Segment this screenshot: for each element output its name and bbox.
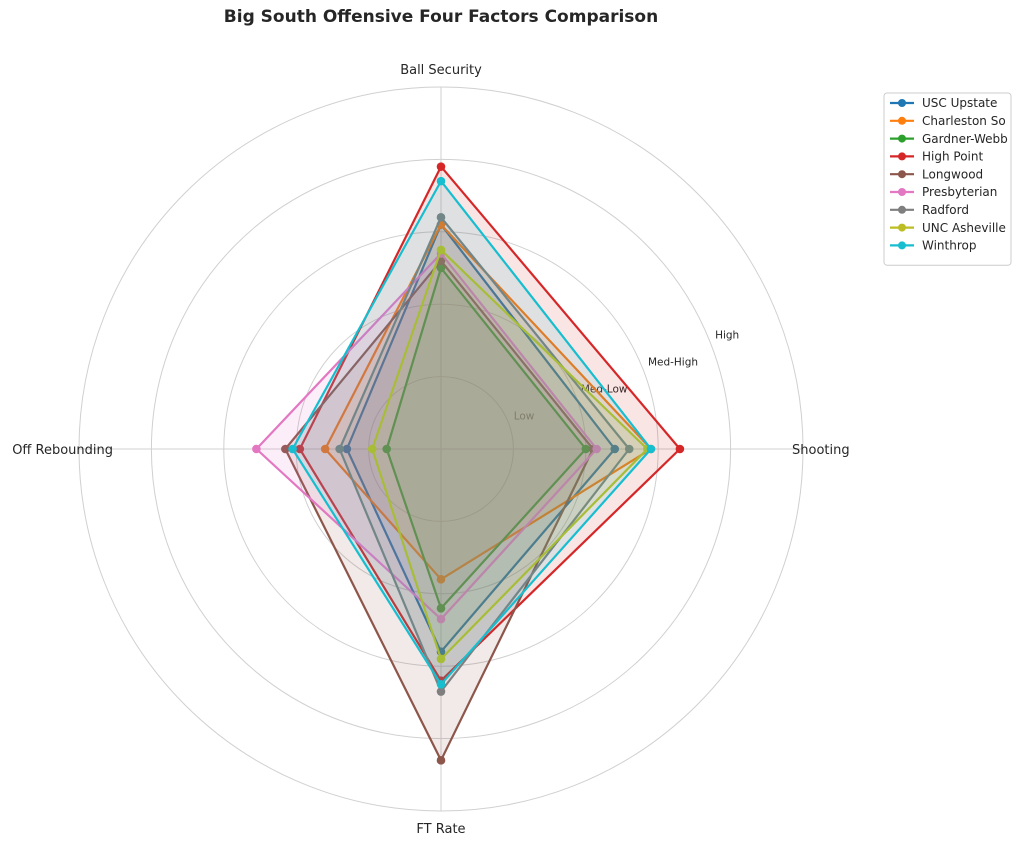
data-point-shooting — [675, 444, 685, 454]
axis-label-ft-rate: FT Rate — [416, 822, 465, 837]
legend-label: USC Upstate — [922, 96, 997, 110]
legend-item-longwood: Longwood — [890, 167, 983, 181]
series-winthrop — [288, 176, 656, 689]
ring-label-low: Low — [514, 411, 535, 423]
data-point-ball-security — [436, 263, 446, 273]
legend: USC Upstate Charleston So Gardner-Webb High… — [883, 92, 1012, 266]
legend-label: Charleston So — [922, 114, 1006, 128]
series-area — [372, 249, 648, 659]
legend-item-presbyterian: Presbyterian — [890, 185, 997, 199]
series-unc-asheville — [367, 245, 652, 664]
legend-label: Longwood — [922, 167, 983, 181]
series-charleston-so — [320, 220, 656, 584]
data-point-ft-rate — [436, 603, 446, 613]
data-point-shooting — [592, 444, 601, 454]
legend-item-gardner-webb: Gardner-Webb — [890, 132, 1008, 146]
data-point-ft-rate — [436, 687, 446, 696]
data-point-off-rebounding — [320, 444, 330, 454]
legend-item-winthrop: Winthrop — [890, 239, 976, 253]
data-point-off-rebounding — [252, 444, 261, 454]
legend-swatch-marker — [898, 223, 906, 232]
data-point-shooting — [624, 444, 634, 454]
series-gardner-webb — [382, 263, 591, 613]
legend-swatch-marker — [898, 134, 906, 143]
axis-labels: Shooting Ball Security Off Rebounding FT Ra… — [12, 63, 849, 837]
series-layer — [252, 162, 685, 765]
ring-label-high: High — [715, 329, 739, 341]
chart-title: Big South Offensive Four Factors Compari… — [224, 7, 658, 27]
data-point-off-rebounding — [335, 444, 344, 454]
data-point-ball-security — [436, 162, 446, 171]
axis-label-off-rebounding: Off Rebounding — [12, 443, 113, 458]
data-point-ft-rate — [436, 680, 446, 689]
axis-label-ball-security: Ball Security — [400, 63, 482, 78]
data-point-ft-rate — [436, 756, 446, 765]
radar-grid — [78, 86, 804, 812]
data-point-off-rebounding — [288, 444, 297, 454]
legend-item-radford: Radford — [890, 203, 969, 217]
legend-label: High Point — [922, 150, 983, 164]
series-area — [299, 166, 680, 681]
series-area — [386, 268, 586, 609]
data-point-shooting — [610, 444, 620, 454]
legend-item-usc-upstate: USC Upstate — [890, 96, 997, 110]
legend-swatch-marker — [898, 205, 906, 214]
legend-item-high-point: High Point — [890, 150, 983, 164]
data-point-off-rebounding — [295, 444, 305, 454]
data-point-off-rebounding — [367, 444, 377, 454]
data-point-ft-rate — [436, 614, 446, 624]
data-point-ball-security — [436, 176, 446, 186]
legend-label: Winthrop — [922, 239, 976, 253]
legend-swatch-marker — [898, 99, 906, 107]
legend-label: Gardner-Webb — [922, 132, 1008, 146]
data-point-ball-security — [436, 213, 446, 222]
series-area — [325, 224, 651, 580]
legend-swatch-marker — [898, 188, 906, 196]
ring-label-med-high: Med-High — [648, 356, 698, 368]
data-point-off-rebounding — [382, 444, 392, 454]
legend-item-unc-asheville: UNC Asheville — [890, 221, 1006, 235]
data-point-shooting — [581, 444, 591, 454]
axis-label-shooting: Shooting — [792, 443, 850, 458]
legend-box — [883, 92, 1012, 266]
data-point-ball-security — [436, 245, 446, 255]
legend-label: UNC Asheville — [922, 221, 1006, 235]
legend-swatch-marker — [898, 241, 906, 250]
legend-swatch-marker — [898, 116, 906, 125]
legend-label: Presbyterian — [922, 185, 997, 199]
data-point-off-rebounding — [342, 444, 352, 454]
series-area — [285, 260, 593, 761]
series-area — [256, 253, 597, 620]
legend-swatch-marker — [898, 170, 906, 179]
legend-swatch-marker — [898, 152, 906, 161]
series-area — [292, 181, 651, 685]
legend-item-charleston-so: Charleston So — [890, 114, 1006, 128]
data-point-ft-rate — [436, 575, 446, 584]
data-point-off-rebounding — [281, 444, 290, 454]
data-point-shooting — [646, 444, 656, 454]
data-point-ft-rate — [436, 654, 446, 664]
legend-label: Radford — [922, 203, 969, 217]
